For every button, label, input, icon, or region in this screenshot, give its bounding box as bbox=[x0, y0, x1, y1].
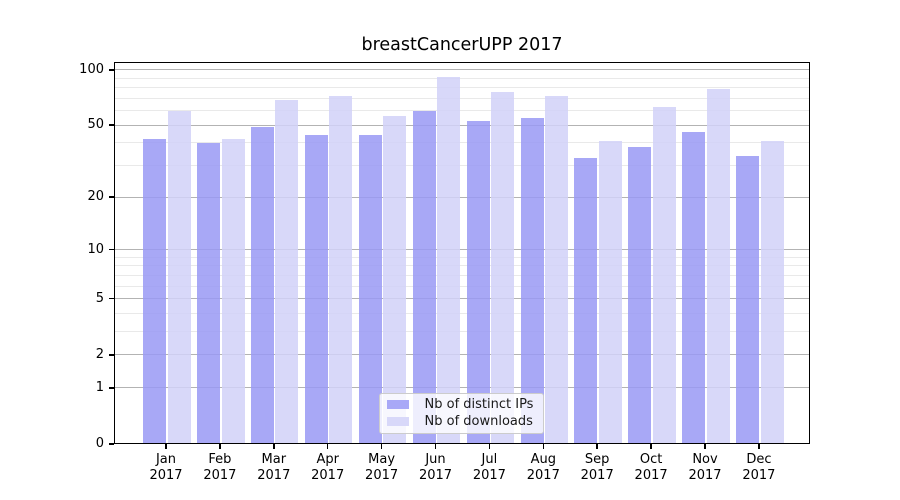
y-tick-mark bbox=[109, 443, 114, 445]
bar-nb-of-downloads-jul bbox=[491, 91, 514, 444]
x-tick-mark bbox=[273, 444, 275, 449]
y-tick-label: 50 bbox=[87, 117, 104, 133]
legend-swatch-distinct-ips bbox=[386, 399, 409, 409]
legend-item-distinct-ips: Nb of distinct IPs bbox=[380, 396, 544, 414]
x-tick-label-may: May 2017 bbox=[365, 452, 399, 483]
x-tick-mark bbox=[596, 444, 598, 449]
x-tick-mark bbox=[165, 444, 167, 449]
minor-gridline bbox=[114, 142, 810, 144]
x-tick-label-apr: Apr 2017 bbox=[311, 452, 345, 483]
minor-gridline bbox=[114, 331, 810, 333]
minor-gridline bbox=[114, 165, 810, 167]
bar-nb-of-downloads-sep bbox=[598, 140, 622, 444]
bar-nb-of-downloads-dec bbox=[760, 140, 784, 444]
y-tick-mark bbox=[109, 248, 114, 251]
minor-gridline bbox=[114, 77, 810, 79]
minor-gridline bbox=[114, 285, 810, 287]
minor-gridline bbox=[114, 97, 810, 99]
bar-nb-of-distinct-ips-sep bbox=[574, 158, 598, 444]
bar-nb-of-distinct-ips-aug bbox=[520, 117, 544, 444]
x-tick-label-oct: Oct 2017 bbox=[634, 452, 668, 483]
x-tick-label-dec: Dec 2017 bbox=[742, 452, 776, 483]
bar-nb-of-distinct-ips-feb bbox=[197, 142, 221, 444]
major-gridline bbox=[114, 354, 810, 356]
minor-gridline bbox=[114, 265, 810, 267]
y-tick-label: 2 bbox=[95, 346, 104, 362]
x-tick-mark bbox=[326, 444, 329, 449]
bar-nb-of-downloads-apr bbox=[329, 96, 353, 444]
bar-nb-of-distinct-ips-jul bbox=[466, 120, 490, 444]
minor-gridline bbox=[114, 313, 810, 314]
bar-nb-of-distinct-ips-jan bbox=[143, 139, 167, 444]
bar-nb-of-downloads-aug bbox=[544, 96, 568, 444]
y-tick-mark bbox=[109, 124, 114, 126]
y-tick-mark bbox=[109, 297, 114, 300]
bar-nb-of-distinct-ips-oct bbox=[628, 146, 652, 444]
x-tick-mark bbox=[219, 444, 221, 449]
y-tick-label: 0 bbox=[95, 436, 104, 451]
legend-label-distinct-ips: Nb of distinct IPs bbox=[424, 396, 534, 412]
bar-nb-of-downloads-nov bbox=[706, 88, 730, 444]
x-tick-mark bbox=[704, 444, 706, 449]
y-tick-label: 100 bbox=[79, 61, 104, 77]
minor-gridline bbox=[114, 110, 810, 112]
bar-nb-of-distinct-ips-jun bbox=[412, 110, 436, 444]
major-gridline bbox=[114, 249, 810, 251]
x-tick-label-aug: Aug 2017 bbox=[526, 452, 560, 483]
bar-nb-of-distinct-ips-dec bbox=[736, 155, 760, 444]
y-tick-mark bbox=[109, 69, 114, 71]
bar-nb-of-distinct-ips-apr bbox=[304, 135, 328, 444]
x-tick-mark bbox=[488, 444, 491, 449]
y-tick-label: 10 bbox=[87, 241, 104, 257]
bar-nb-of-downloads-feb bbox=[221, 139, 245, 444]
bar-nb-of-downloads-jun bbox=[437, 77, 461, 444]
major-gridline bbox=[114, 298, 810, 300]
y-tick-mark bbox=[109, 354, 114, 356]
y-tick-label: 5 bbox=[95, 290, 104, 306]
minor-gridline bbox=[114, 256, 810, 258]
major-gridline bbox=[114, 387, 810, 389]
x-tick-mark bbox=[758, 444, 760, 449]
y-tick-mark bbox=[109, 387, 114, 389]
bar-nb-of-downloads-jan bbox=[167, 110, 191, 444]
x-tick-label-feb: Feb 2017 bbox=[203, 452, 237, 483]
x-tick-label-jan: Jan 2017 bbox=[149, 452, 183, 483]
bar-nb-of-distinct-ips-mar bbox=[251, 126, 274, 444]
y-tick-label: 1 bbox=[95, 379, 104, 395]
bar-nb-of-downloads-oct bbox=[652, 106, 676, 444]
major-gridline bbox=[114, 196, 810, 198]
x-tick-label-nov: Nov 2017 bbox=[688, 452, 722, 483]
x-tick-label-mar: Mar 2017 bbox=[257, 452, 291, 483]
x-tick-label-sep: Sep 2017 bbox=[580, 452, 614, 483]
y-tick-mark bbox=[109, 196, 114, 198]
bar-nb-of-distinct-ips-nov bbox=[682, 131, 706, 444]
legend-swatch-downloads bbox=[386, 417, 409, 427]
legend-label-downloads: Nb of downloads bbox=[424, 414, 533, 430]
y-tick-label: 20 bbox=[87, 189, 104, 205]
minor-gridline bbox=[114, 274, 810, 276]
bar-nb-of-distinct-ips-may bbox=[358, 135, 382, 444]
x-tick-mark bbox=[542, 444, 545, 449]
x-tick-mark bbox=[434, 444, 437, 449]
x-tick-label-jul: Jul 2017 bbox=[472, 452, 506, 483]
chart-title: breastCancerUPP 2017 bbox=[361, 35, 563, 55]
major-gridline bbox=[114, 69, 810, 71]
minor-gridline bbox=[114, 87, 810, 89]
legend-item-downloads: Nb of downloads bbox=[380, 413, 544, 431]
bar-nb-of-downloads-may bbox=[383, 116, 407, 444]
bar-nb-of-downloads-mar bbox=[275, 99, 299, 444]
x-tick-label-jun: Jun 2017 bbox=[418, 452, 453, 483]
legend: Nb of distinct IPs Nb of downloads bbox=[378, 392, 544, 434]
x-tick-mark bbox=[380, 444, 383, 449]
major-gridline bbox=[114, 124, 810, 126]
x-tick-mark bbox=[650, 444, 652, 449]
